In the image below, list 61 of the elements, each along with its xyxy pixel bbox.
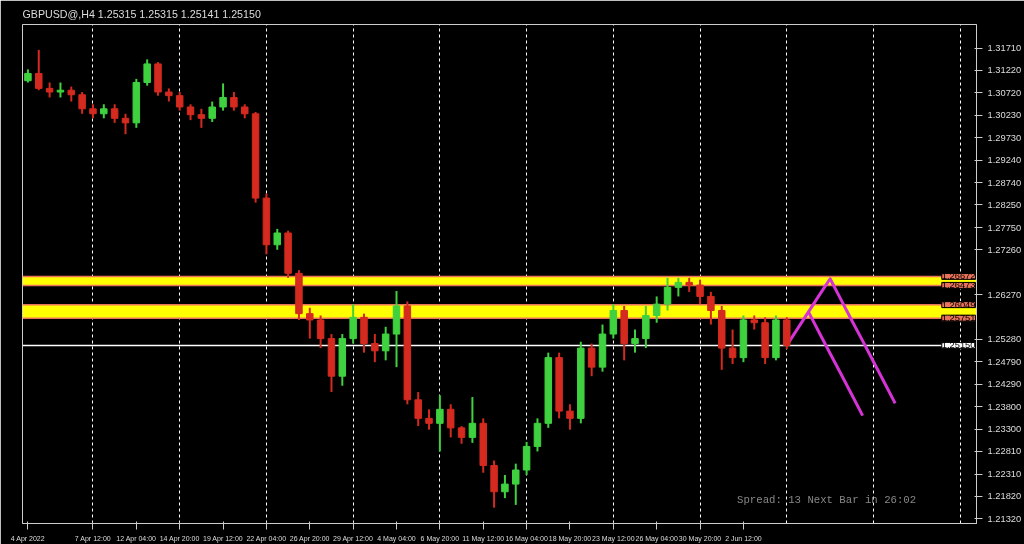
y-tick-label: 1.29730	[987, 132, 1022, 143]
candlestick	[728, 328, 737, 365]
y-tick-label: 1.24790	[987, 356, 1022, 367]
y-tick-label: 1.22810	[987, 446, 1022, 457]
candlestick	[501, 474, 509, 500]
candlestick	[425, 408, 433, 431]
candlestick	[522, 440, 531, 477]
y-tick-label: 1.21820	[987, 491, 1022, 502]
candlestick	[696, 278, 704, 306]
candlestick	[230, 91, 238, 112]
y-tick-label: 1.23300	[987, 424, 1022, 435]
candlestick	[110, 103, 119, 124]
candlestick	[587, 342, 596, 378]
y-tick-label: 1.25280	[987, 334, 1022, 345]
candlestick	[371, 333, 379, 364]
candlestick	[35, 48, 43, 92]
candlestick	[631, 328, 639, 354]
chart-title: GBPUSD@,H4 1.25315 1.25315 1.25141 1.25150	[22, 7, 261, 20]
y-tick-label: 1.29240	[987, 155, 1022, 166]
candlestick	[273, 227, 282, 251]
y-tick-label: 1.28740	[987, 177, 1022, 188]
ref-line-label: 1.25751	[941, 313, 976, 324]
candlestick	[78, 91, 86, 115]
candlestick	[642, 304, 650, 350]
y-tick-label: 1.31710	[987, 43, 1022, 54]
ref-line-label: 1.25150	[941, 340, 976, 351]
y-tick-label: 1.27750	[987, 222, 1022, 233]
candlestick	[512, 462, 520, 506]
candlestick	[197, 107, 206, 129]
candlestick	[143, 58, 151, 87]
y-tick-label: 1.26270	[987, 289, 1022, 300]
y-tick-label: 1.24290	[987, 379, 1022, 390]
candlestick	[707, 290, 715, 326]
ref-line-label: 1.26672	[941, 271, 976, 282]
candlestick	[208, 100, 216, 123]
y-tick-label: 1.30230	[987, 110, 1022, 121]
ref-line-label: 1.26473	[941, 280, 976, 291]
candlestick	[663, 276, 672, 312]
candlestick	[381, 325, 390, 362]
candlestick	[652, 295, 661, 324]
y-tick-label: 1.28250	[987, 199, 1022, 210]
candlestick	[609, 303, 618, 340]
candlestick	[446, 403, 455, 439]
annotation: Spread: 13 Next Bar in 26:02	[737, 493, 917, 506]
candlestick	[674, 276, 683, 298]
candlestick	[349, 303, 357, 345]
candlestick	[306, 306, 314, 340]
candlestick	[533, 417, 542, 453]
y-tick-label: 1.30720	[987, 87, 1022, 98]
y-tick-label: 1.21320	[987, 513, 1022, 524]
candlestick	[436, 394, 444, 453]
y-tick-label: 1.23800	[987, 401, 1022, 412]
y-tick-label: 1.27260	[987, 244, 1022, 255]
candlestick	[316, 314, 325, 350]
y-tick-label: 1.31220	[987, 65, 1022, 76]
candlestick	[175, 91, 184, 112]
candlestick	[468, 396, 477, 444]
candlestick	[414, 391, 422, 428]
y-tick-label: 1.22310	[987, 469, 1022, 480]
candlestick	[566, 403, 574, 431]
candlestick	[219, 82, 227, 112]
